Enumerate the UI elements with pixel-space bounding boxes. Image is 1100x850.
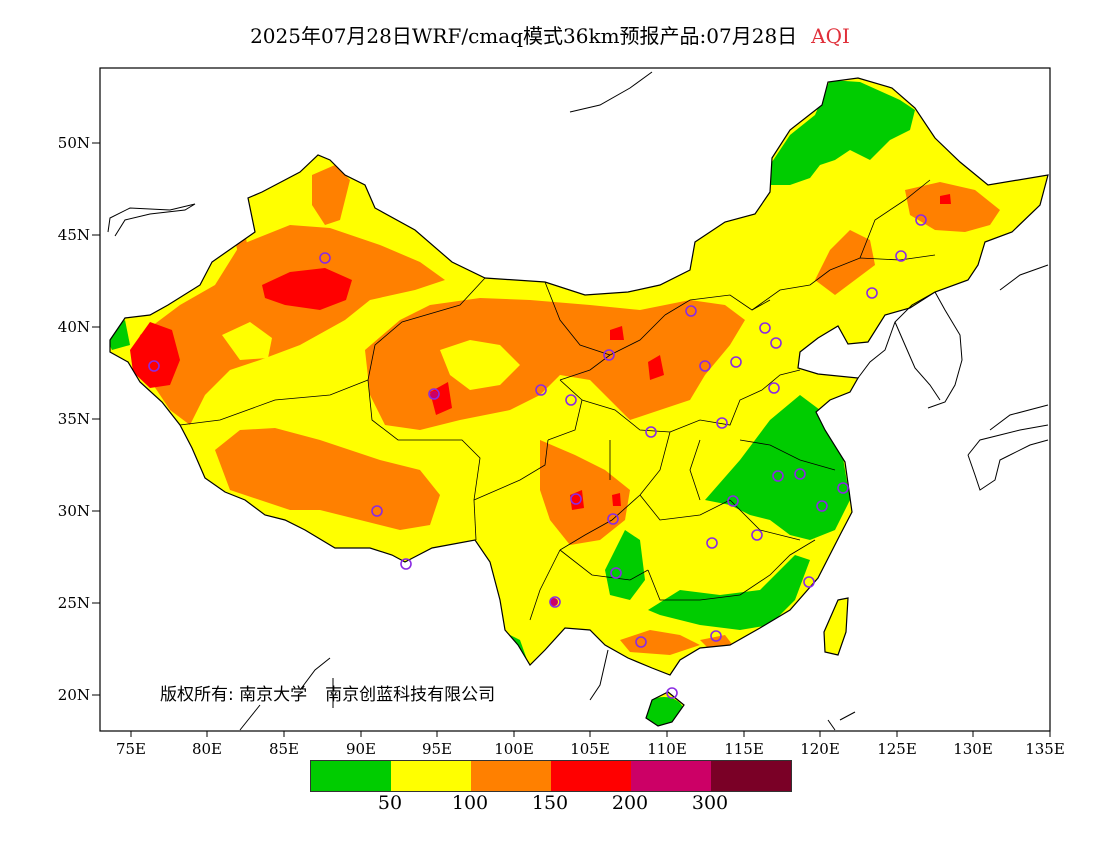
x-tick-label: 85E — [268, 740, 300, 758]
legend-swatch-maroon — [711, 761, 791, 791]
variable-label: AQI — [811, 24, 850, 48]
legend-swatch-red — [551, 761, 631, 791]
station-markers — [148, 214, 927, 699]
x-tick-label: 110E — [647, 740, 687, 758]
x-tick-label: 95E — [421, 740, 453, 758]
color-legend — [310, 760, 792, 792]
legend-swatch-green — [311, 761, 391, 791]
legend-tick-label: 200 — [611, 792, 649, 814]
legend-swatch-magenta — [631, 761, 711, 791]
copyright-prefix: 版权所有: — [160, 685, 234, 705]
y-tick-label: 40N — [57, 318, 90, 336]
x-tick-label: 120E — [800, 740, 840, 758]
legend-tick-label: 150 — [531, 792, 569, 814]
x-tick-label: 130E — [953, 740, 993, 758]
x-tick-label: 75E — [115, 740, 147, 758]
y-tick-label: 35N — [57, 410, 90, 428]
title-text: 2025年07月28日WRF/cmaq模式36km预报产品:07月28日 — [250, 24, 798, 48]
y-tick-label: 25N — [57, 594, 90, 612]
copyright-notice: 版权所有: 南京大学 南京创蓝科技有限公司 — [160, 680, 495, 705]
y-tick-label: 30N — [57, 502, 90, 520]
copyright-org-nju: 南京大学 — [239, 685, 308, 705]
legend-swatch-orange — [471, 761, 551, 791]
x-tick-label: 90E — [345, 740, 377, 758]
y-tick-label: 50N — [57, 134, 90, 152]
plot-frame — [99, 67, 1051, 732]
legend-tick-label: 50 — [377, 792, 403, 814]
legend-tick-label: 100 — [451, 792, 489, 814]
y-tick-label: 20N — [57, 686, 90, 704]
x-tick-label: 125E — [877, 740, 917, 758]
y-tick-label: 45N — [57, 226, 90, 244]
aqi-field — [110, 78, 1048, 726]
x-tick-label: 115E — [724, 740, 764, 758]
legend-swatch-yellow — [391, 761, 471, 791]
x-tick-label: 80E — [191, 740, 223, 758]
copyright-org-company: 南京创蓝科技有限公司 — [325, 685, 496, 705]
coastlines — [107, 71, 1049, 731]
tick-marks — [92, 142, 1051, 737]
x-tick-label: 135E — [1025, 740, 1065, 758]
x-tick-label: 105E — [570, 740, 610, 758]
x-tick-label: 100E — [494, 740, 534, 758]
legend-tick-label: 300 — [691, 792, 729, 814]
map-title: 2025年07月28日WRF/cmaq模式36km预报产品:07月28日 AQI — [0, 20, 1100, 49]
